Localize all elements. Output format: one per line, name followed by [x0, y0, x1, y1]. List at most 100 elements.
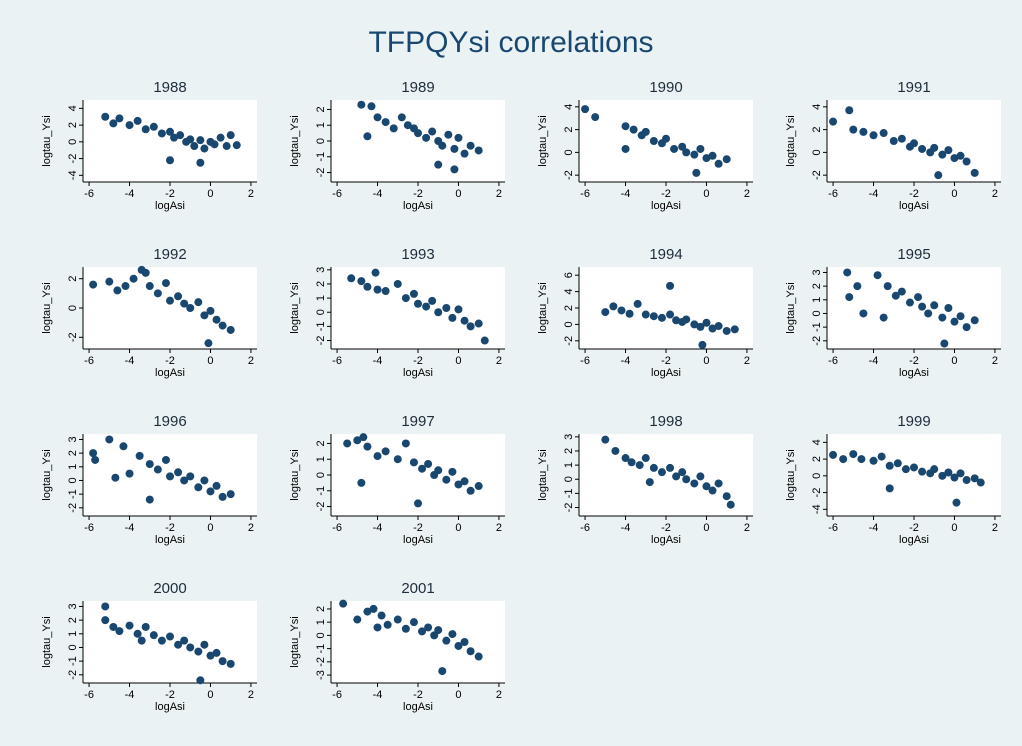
point: [434, 308, 443, 317]
point: [226, 659, 235, 668]
point: [161, 279, 170, 288]
y-tick-label: 0: [67, 644, 79, 650]
point: [418, 627, 427, 636]
x-tick-label: 0: [207, 522, 213, 534]
y-tick-label: -2: [811, 488, 823, 498]
point: [950, 154, 959, 163]
point: [450, 144, 459, 153]
x-tick-label: -6: [332, 188, 342, 200]
point: [901, 465, 910, 474]
point: [448, 467, 457, 476]
point: [480, 336, 489, 345]
point: [938, 471, 947, 480]
x-tick-label: -6: [828, 355, 838, 367]
point: [726, 500, 735, 509]
point: [962, 157, 971, 166]
y-tick-label: 2: [67, 276, 79, 282]
point: [428, 127, 437, 136]
x-axis-label: logAsi: [155, 534, 185, 546]
point: [373, 623, 382, 632]
point: [206, 487, 215, 496]
x-tick-label: -4: [125, 689, 135, 701]
point: [730, 325, 739, 334]
point: [428, 296, 437, 305]
point: [206, 651, 215, 660]
point: [141, 622, 150, 631]
point: [226, 131, 235, 140]
y-tick-label: 2: [315, 281, 327, 287]
point: [454, 305, 463, 314]
point: [109, 119, 118, 128]
point: [145, 282, 154, 291]
point: [149, 122, 158, 131]
point: [450, 165, 459, 174]
point: [141, 268, 150, 277]
point: [934, 171, 943, 180]
y-axis-label: logtau_Ysi: [785, 449, 797, 500]
y-tick-label: -2: [563, 336, 575, 346]
point: [696, 322, 705, 331]
x-tick-label: -2: [165, 689, 175, 701]
point: [879, 129, 888, 138]
x-tick-label: 2: [992, 522, 998, 534]
point: [601, 435, 610, 444]
point: [690, 150, 699, 159]
point: [389, 124, 398, 133]
point: [121, 282, 130, 291]
x-tick-label: -6: [84, 188, 94, 200]
x-tick-label: 2: [496, 188, 502, 200]
point: [843, 268, 852, 277]
point: [218, 321, 227, 330]
y-tick-label: 3: [315, 267, 327, 273]
x-tick-label: -2: [413, 689, 423, 701]
panel-title: 1991: [897, 79, 930, 96]
y-tick-label: 4: [563, 104, 575, 110]
point: [722, 492, 731, 501]
point: [879, 313, 888, 322]
point: [383, 620, 392, 629]
x-tick-label: -4: [621, 355, 631, 367]
y-tick-label: 2: [811, 456, 823, 462]
y-axis-label: logtau_Ysi: [41, 616, 53, 667]
point: [956, 312, 965, 321]
point: [944, 146, 953, 155]
point: [347, 274, 356, 283]
point: [200, 311, 209, 320]
point: [363, 282, 372, 291]
point: [153, 465, 162, 474]
y-tick-label: 2: [811, 127, 823, 133]
point: [442, 304, 451, 312]
y-tick-label: 1: [315, 456, 327, 462]
point: [893, 459, 902, 468]
point: [196, 136, 205, 145]
x-tick-label: 0: [703, 522, 709, 534]
y-tick-label: -2: [315, 502, 327, 512]
point: [409, 289, 418, 298]
chart-title: TFPQYsi correlations: [368, 26, 653, 59]
point: [373, 452, 382, 461]
point: [621, 122, 630, 131]
point: [442, 475, 451, 484]
point: [89, 280, 98, 289]
y-tick-label: -2: [67, 332, 79, 342]
point: [611, 446, 620, 455]
point: [91, 455, 100, 464]
point: [897, 134, 906, 143]
point: [101, 616, 110, 625]
point: [845, 293, 854, 302]
point: [970, 168, 979, 177]
point: [625, 309, 634, 318]
point: [137, 636, 146, 645]
point: [885, 461, 894, 470]
point: [708, 151, 717, 160]
y-tick-label: 2: [315, 440, 327, 446]
y-tick-label: 2: [67, 617, 79, 623]
y-tick-label: 0: [315, 632, 327, 638]
point: [153, 289, 162, 298]
point: [363, 132, 372, 141]
plot-area: [331, 100, 505, 182]
y-tick-label: -2: [315, 168, 327, 178]
panel-title: 2000: [153, 580, 186, 597]
y-tick-label: -1: [67, 489, 79, 499]
point: [629, 125, 638, 134]
